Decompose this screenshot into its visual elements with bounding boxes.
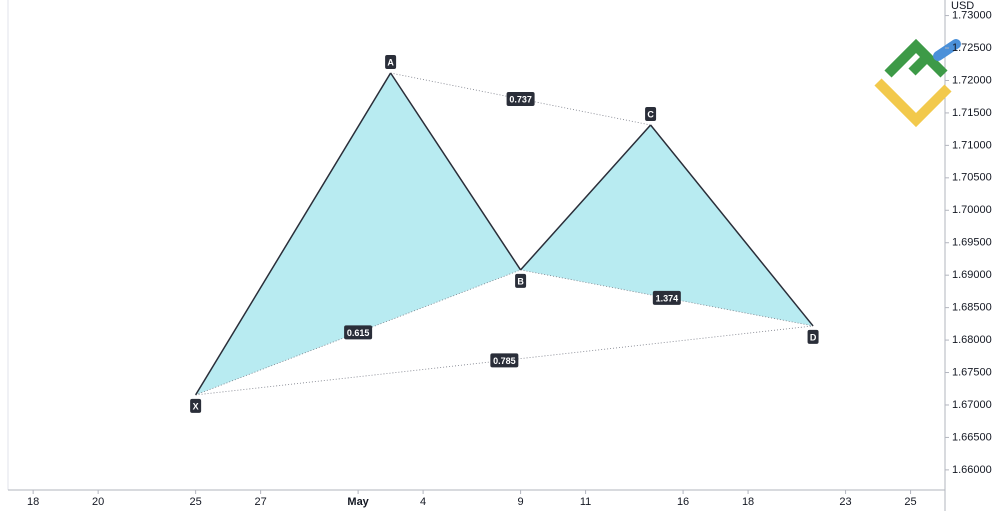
ratio-label: 0.615 <box>347 328 370 338</box>
y-tick-label: 1.67000 <box>952 399 992 411</box>
pattern-area <box>195 73 521 395</box>
y-tick-label: 1.70500 <box>952 172 992 184</box>
ratio-label: 1.374 <box>656 293 679 303</box>
y-tick-label: 1.72000 <box>952 74 992 86</box>
y-tick-label: 1.70000 <box>952 204 992 216</box>
pattern-area <box>520 124 814 326</box>
ratio-box <box>490 353 519 368</box>
y-tick-label: 1.73000 <box>952 9 992 21</box>
ratio-box <box>344 325 373 340</box>
ratio-badge: 0.737 <box>506 92 535 107</box>
ratio-badge: 0.785 <box>490 353 519 368</box>
point-box <box>515 273 527 288</box>
x-tick-label: 16 <box>677 496 689 508</box>
y-tick-label: 1.66500 <box>952 431 992 443</box>
ratio-badge: 1.374 <box>652 290 681 305</box>
y-tick-label: 1.68500 <box>952 302 992 314</box>
point-badge: B <box>515 273 527 288</box>
point-box <box>807 329 819 344</box>
pattern-leg <box>194 72 392 396</box>
y-tick-label: 1.68000 <box>952 334 992 346</box>
unit-label: USD <box>951 0 974 12</box>
point-label: B <box>517 276 524 286</box>
y-tick-label: 1.66000 <box>952 464 992 476</box>
x-tick-label: 25 <box>904 496 916 508</box>
x-tick-label: May <box>347 496 369 508</box>
point-box <box>645 106 657 121</box>
point-badge: A <box>385 55 397 70</box>
logo <box>874 38 961 128</box>
x-tick-label: 18 <box>27 496 39 508</box>
ratio-label: 0.785 <box>493 356 516 366</box>
pattern-leg <box>389 72 522 271</box>
point-box <box>190 398 202 413</box>
pattern-leg <box>649 124 814 327</box>
y-tick-label: 1.72500 <box>952 42 992 54</box>
ratio-label: 0.737 <box>509 94 532 104</box>
y-tick-label: 1.67500 <box>952 366 992 378</box>
point-label: C <box>647 109 654 119</box>
point-badge: X <box>190 398 202 413</box>
x-tick-label: 9 <box>518 496 524 508</box>
y-tick-label: 1.71000 <box>952 139 992 151</box>
pattern-leg <box>520 124 652 271</box>
point-label: D <box>810 332 817 342</box>
point-badge: C <box>645 106 657 121</box>
point-box <box>385 55 397 70</box>
y-tick-label: 1.69000 <box>952 269 992 281</box>
x-tick-label: 11 <box>580 496 591 508</box>
y-tick-label: 1.69500 <box>952 237 992 249</box>
x-tick-label: 25 <box>190 496 202 508</box>
x-tick-label: 23 <box>839 496 851 508</box>
x-tick-label: 4 <box>420 496 426 508</box>
point-badge: D <box>807 329 819 344</box>
x-tick-label: 18 <box>742 496 754 508</box>
ratio-box <box>506 92 535 107</box>
ratio-badge: 0.615 <box>344 325 373 340</box>
y-tick-label: 1.71500 <box>952 107 992 119</box>
x-tick-label: 20 <box>92 496 104 508</box>
ratio-box <box>652 290 681 305</box>
x-tick-label: 27 <box>254 496 266 508</box>
point-label: A <box>387 57 394 67</box>
point-label: X <box>193 401 199 411</box>
